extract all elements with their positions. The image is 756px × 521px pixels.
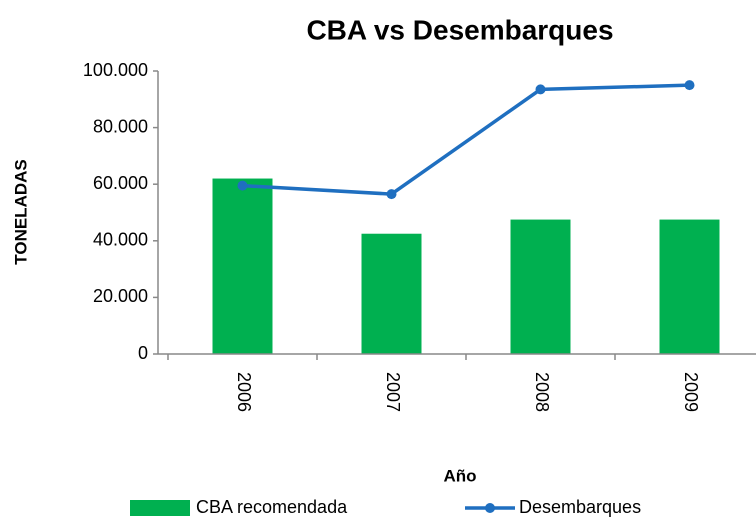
x-tick-label: 2008 [532,372,552,412]
bar [510,219,571,354]
bar [659,219,720,354]
line-marker [386,189,397,200]
x-axis-label: Año [443,466,476,485]
bar [212,178,273,354]
legend-label: Desembarques [519,497,641,517]
bar [361,233,422,354]
x-tick-label: 2006 [234,372,254,412]
y-tick-label: 60.000 [93,173,148,193]
x-tick-label: 2007 [383,372,403,412]
legend-label: CBA recomendada [196,497,348,517]
line [242,83,690,196]
y-tick-label: 80.000 [93,116,148,136]
line-marker [684,80,695,91]
line-marker [237,180,248,191]
x-tick-label: 2009 [681,372,701,412]
chart-title: CBA vs Desembarques [306,14,613,45]
y-tick-label: 100.000 [83,60,148,80]
y-tick-label: 40.000 [93,230,148,250]
legend-marker [485,503,495,513]
y-axis-label: TONELADAS [11,159,30,264]
legend-swatch [130,500,190,516]
y-tick-label: 20.000 [93,286,148,306]
line-marker [535,84,546,95]
y-tick-label: 0 [138,343,148,363]
